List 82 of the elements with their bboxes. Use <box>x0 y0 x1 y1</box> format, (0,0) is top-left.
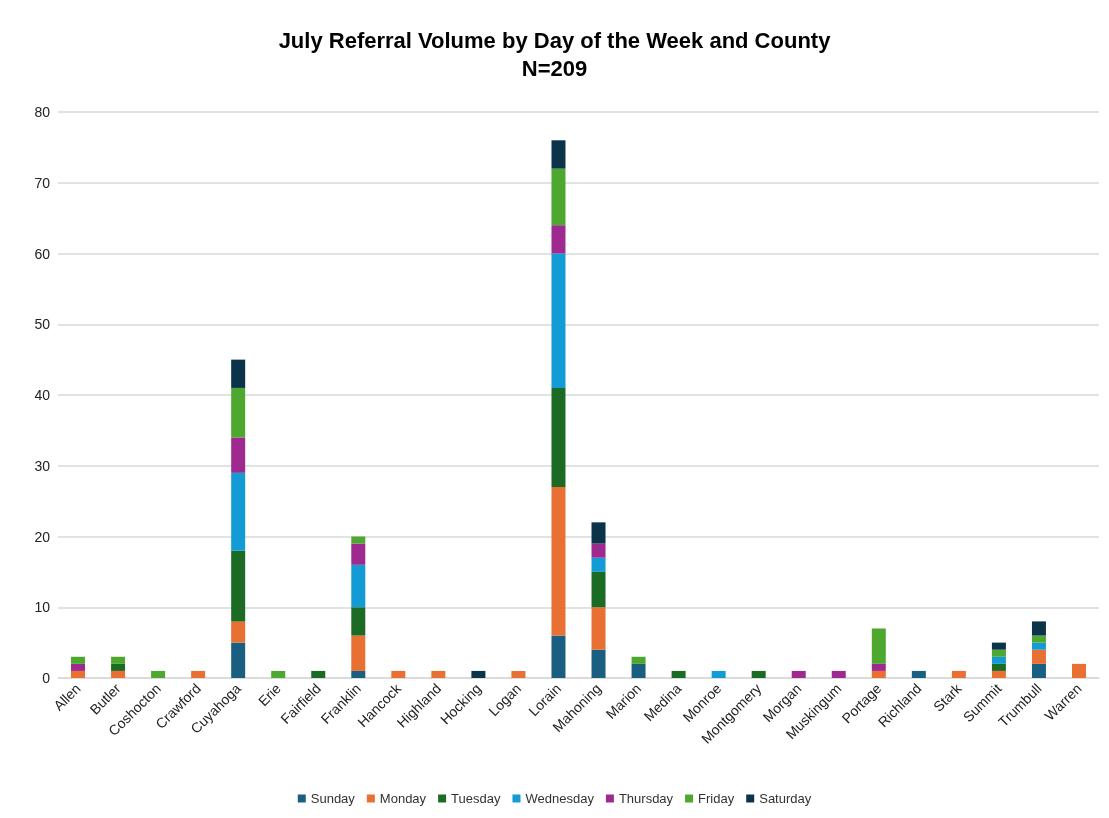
bar <box>391 670 406 678</box>
bar <box>591 607 606 650</box>
bar <box>231 642 246 678</box>
bar <box>351 564 366 608</box>
legend-label: Tuesday <box>451 791 501 806</box>
bar <box>71 670 86 678</box>
x-tick-label: Erie <box>254 680 285 710</box>
bar <box>591 543 606 558</box>
bar <box>551 140 566 169</box>
bar <box>231 472 246 551</box>
y-tick-label: 0 <box>42 670 51 686</box>
bar <box>591 571 606 608</box>
bar <box>551 486 566 636</box>
bar <box>1031 663 1046 678</box>
bar <box>631 663 646 678</box>
bar <box>431 670 446 678</box>
y-tick-label: 70 <box>34 174 51 191</box>
bar <box>351 670 366 678</box>
bar <box>551 225 566 254</box>
y-tick-label: 50 <box>34 316 51 333</box>
bar <box>231 621 246 643</box>
bar <box>351 536 366 544</box>
bar <box>71 656 86 664</box>
bar <box>591 557 606 572</box>
legend-label: Thursday <box>618 791 674 806</box>
y-tick-label: 10 <box>34 599 51 616</box>
bar <box>111 656 126 664</box>
y-tick-label: 60 <box>34 245 51 262</box>
bar <box>991 670 1006 678</box>
chart-title: July Referral Volume by Day of the Week and County <box>278 27 832 53</box>
bar <box>471 670 486 678</box>
bar <box>551 387 566 487</box>
bar <box>551 168 566 226</box>
bar <box>231 550 246 622</box>
bar <box>791 670 806 678</box>
bar <box>871 628 886 664</box>
bar <box>991 649 1006 657</box>
bar <box>991 663 1006 671</box>
bar <box>231 437 246 473</box>
bar <box>1031 635 1046 643</box>
bar <box>951 670 966 678</box>
bar <box>1031 642 1046 650</box>
bar <box>511 670 526 678</box>
bar <box>551 635 566 678</box>
legend-label: Sunday <box>310 791 356 806</box>
bar <box>1031 621 1046 636</box>
bar <box>831 670 846 678</box>
bar <box>991 656 1006 664</box>
y-tick-label: 80 <box>34 104 51 120</box>
bar <box>751 670 766 678</box>
bar <box>111 670 126 678</box>
bar <box>351 635 366 671</box>
bar <box>671 670 686 678</box>
bar <box>351 543 366 565</box>
y-tick-label: 40 <box>34 387 51 403</box>
bar <box>591 649 606 678</box>
bar <box>551 253 566 388</box>
bar <box>631 656 646 664</box>
bar <box>231 359 246 388</box>
bar <box>71 663 86 671</box>
bar <box>1071 663 1086 678</box>
bar <box>231 387 246 438</box>
bar <box>871 670 886 678</box>
y-tick-label: 20 <box>34 528 51 545</box>
bar <box>151 670 166 678</box>
bar <box>711 670 726 678</box>
bar <box>271 670 286 678</box>
bar <box>351 607 366 636</box>
y-tick-label: 30 <box>34 457 51 474</box>
legend-label: Monday <box>379 791 427 806</box>
bar <box>591 522 606 544</box>
bar <box>911 670 926 678</box>
bar <box>191 670 206 678</box>
legend-label: Wednesday <box>525 791 595 806</box>
bar <box>871 663 886 671</box>
chart-subtitle: N=209 <box>521 55 588 81</box>
legend-label: Friday <box>698 791 735 806</box>
legend-label: Saturday <box>759 791 812 806</box>
bar <box>1031 649 1046 664</box>
bar <box>111 663 126 671</box>
bar <box>311 670 326 678</box>
bar <box>991 642 1006 650</box>
